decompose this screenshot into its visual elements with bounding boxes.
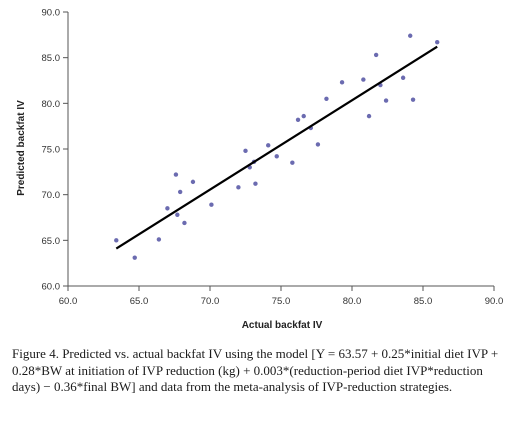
data-point (182, 220, 187, 226)
data-point (266, 143, 271, 148)
data-point (253, 181, 258, 186)
x-tick-label: 70.0 (201, 296, 220, 307)
axes: 60.0 65.0 70.0 75.0 80.0 85.0 90.0 60.0 65.0 70.0… (42, 8, 504, 308)
data-point (324, 96, 329, 101)
x-tick-label: 75.0 (272, 296, 291, 307)
x-tick-label: 80.0 (343, 296, 362, 307)
data-point (301, 113, 306, 119)
data-point (400, 75, 406, 80)
x-tick-label: 60.0 (59, 296, 78, 307)
y-tick-label: 65.0 (42, 236, 61, 247)
x-axis-title: Actual backfat IV (242, 320, 323, 331)
y-tick-label: 85.0 (42, 53, 61, 64)
x-tick-label: 85.0 (414, 296, 433, 307)
data-point (274, 154, 279, 159)
y-tick-label: 70.0 (42, 190, 61, 201)
data-point (132, 255, 137, 260)
data-point (315, 142, 321, 147)
scatter-chart: 60.0 65.0 70.0 75.0 80.0 85.0 90.0 60.0 65.0 70.0… (16, 8, 504, 332)
x-tick-label: 65.0 (130, 296, 149, 307)
y-axis-title: Predicted backfat IV (16, 100, 27, 196)
data-point (236, 185, 241, 190)
y-tick-label: 80.0 (42, 99, 61, 110)
data-point (373, 52, 379, 58)
data-point (114, 238, 119, 243)
data-point (290, 160, 295, 165)
y-tick-label: 60.0 (42, 282, 61, 293)
data-point (339, 80, 345, 85)
data-point (165, 206, 170, 211)
data-point (177, 189, 183, 195)
data-point (295, 117, 301, 122)
data-point (173, 172, 179, 177)
data-point (175, 212, 180, 217)
data-point (361, 77, 366, 82)
data-point (408, 33, 413, 38)
data-point (243, 148, 248, 154)
y-tick-label: 90.0 (42, 8, 61, 19)
x-tick-label: 90.0 (485, 296, 504, 307)
data-point (156, 237, 162, 242)
data-point (383, 98, 389, 103)
data-point (366, 113, 372, 119)
figure-caption: Figure 4. Predicted vs. actual backfat I… (12, 346, 499, 394)
y-tick-label: 75.0 (42, 145, 61, 156)
data-point (435, 39, 440, 45)
data-point (410, 97, 416, 102)
regression-line (115, 45, 438, 250)
regression-line-group (115, 45, 438, 250)
data-point (209, 202, 214, 207)
data-point (190, 179, 196, 185)
